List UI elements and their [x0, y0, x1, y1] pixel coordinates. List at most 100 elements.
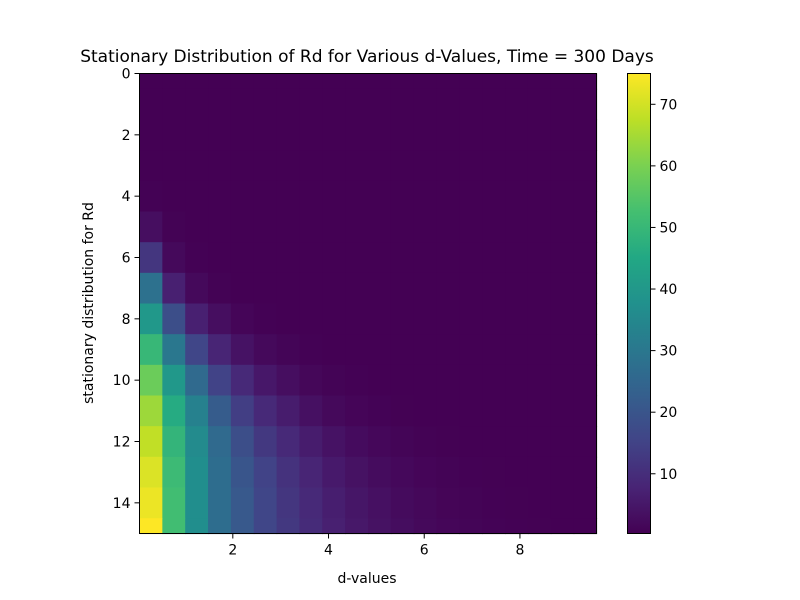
- heatmap-cell: [413, 426, 438, 458]
- heatmap-cell: [505, 180, 529, 213]
- heatmap-cell: [573, 73, 598, 90]
- heatmap-cell: [573, 518, 598, 535]
- y-tick-label: 12: [113, 435, 131, 451]
- heatmap-cell: [482, 364, 506, 397]
- heatmap-cell: [413, 395, 438, 427]
- heatmap-cell: [299, 334, 323, 366]
- heatmap-cell: [573, 272, 598, 305]
- heatmap-cell: [459, 150, 483, 182]
- heatmap-cell: [185, 211, 209, 243]
- heatmap-cell: [390, 364, 415, 397]
- heatmap-cell: [276, 303, 301, 335]
- heatmap-cell: [436, 73, 460, 90]
- heatmap-cell: [505, 518, 529, 535]
- heatmap-cell: [459, 426, 483, 458]
- heatmap-cell: [276, 518, 301, 535]
- heatmap-cell: [390, 334, 415, 366]
- heatmap-cell: [368, 180, 392, 213]
- heatmap-cell: [299, 211, 323, 243]
- heatmap-cell: [505, 426, 529, 458]
- heatmap-cell: [573, 119, 598, 151]
- heatmap-cell: [253, 150, 278, 182]
- heatmap-cell: [230, 303, 255, 335]
- heatmap-cell: [230, 272, 255, 305]
- heatmap-cell: [208, 395, 232, 427]
- heatmap-cell: [436, 180, 460, 213]
- heatmap-cell: [162, 487, 186, 519]
- heatmap-cell: [345, 242, 369, 274]
- heatmap-cell: [345, 211, 369, 243]
- heatmap-cell: [322, 456, 346, 489]
- heatmap-cell: [299, 88, 323, 121]
- heatmap-cell: [139, 303, 163, 335]
- heatmap-cell: [390, 518, 415, 535]
- heatmap-cell: [276, 150, 301, 182]
- heatmap-cell: [299, 487, 323, 519]
- colorbar-tick-label: 70: [660, 97, 678, 113]
- heatmap-cell: [436, 518, 460, 535]
- heatmap-cell: [368, 73, 392, 90]
- heatmap-cell: [185, 334, 209, 366]
- heatmap-cell: [413, 334, 438, 366]
- heatmap-cell: [482, 150, 506, 182]
- heatmap-cell: [527, 456, 552, 489]
- heatmap-cell: [208, 334, 232, 366]
- heatmap-cell: [322, 242, 346, 274]
- heatmap-cell: [436, 150, 460, 182]
- heatmap-cell: [345, 119, 369, 151]
- heatmap-cell: [413, 119, 438, 151]
- heatmap-cell: [139, 395, 163, 427]
- heatmap-cell: [230, 426, 255, 458]
- heatmap-cell: [368, 272, 392, 305]
- heatmap-cell: [230, 119, 255, 151]
- heatmap-cell: [482, 518, 506, 535]
- plot-frame: [139, 73, 597, 534]
- heatmap-cell: [573, 364, 598, 397]
- heatmap-cell: [505, 242, 529, 274]
- heatmap-cell: [390, 150, 415, 182]
- heatmap-cell: [162, 150, 186, 182]
- heatmap-cell: [413, 242, 438, 274]
- heatmap-cell: [573, 303, 598, 335]
- heatmap-cell: [413, 364, 438, 397]
- heatmap-cell: [162, 211, 186, 243]
- heatmap-cell: [482, 73, 506, 90]
- heatmap-cell: [390, 395, 415, 427]
- heatmap-cell: [482, 395, 506, 427]
- heatmap-cell: [185, 180, 209, 213]
- heatmap-cell: [253, 426, 278, 458]
- heatmap-cell: [299, 150, 323, 182]
- heatmap-cell: [550, 456, 575, 489]
- heatmap-cell: [436, 272, 460, 305]
- heatmap-cell: [139, 73, 163, 90]
- heatmap-cell: [368, 364, 392, 397]
- x-tick-label: 8: [515, 543, 524, 559]
- heatmap-cell: [185, 272, 209, 305]
- heatmap-cell: [436, 426, 460, 458]
- heatmap-cell: [185, 426, 209, 458]
- heatmap-cell: [505, 303, 529, 335]
- heatmap-cell: [322, 272, 346, 305]
- y-axis-label: stationary distribution for Rd: [81, 202, 97, 404]
- heatmap-cell: [162, 364, 186, 397]
- heatmap-cell: [208, 303, 232, 335]
- colorbar-tick-label: 20: [660, 405, 678, 421]
- heatmap-cell: [253, 518, 278, 535]
- heatmap-cell: [436, 487, 460, 519]
- y-tick-label: 14: [113, 496, 131, 512]
- heatmap-cell: [368, 395, 392, 427]
- heatmap-cell: [459, 518, 483, 535]
- heatmap-cell: [253, 180, 278, 213]
- heatmap-cell: [208, 119, 232, 151]
- heatmap-cell: [390, 180, 415, 213]
- heatmap-cell: [505, 88, 529, 121]
- heatmap-cell: [550, 119, 575, 151]
- heatmap-cell: [573, 88, 598, 121]
- heatmap-cell: [390, 119, 415, 151]
- heatmap-cell: [208, 456, 232, 489]
- heatmap-cell: [345, 487, 369, 519]
- heatmap-cell: [390, 242, 415, 274]
- colorbar-tick-label: 50: [660, 220, 678, 236]
- heatmap-cell: [436, 364, 460, 397]
